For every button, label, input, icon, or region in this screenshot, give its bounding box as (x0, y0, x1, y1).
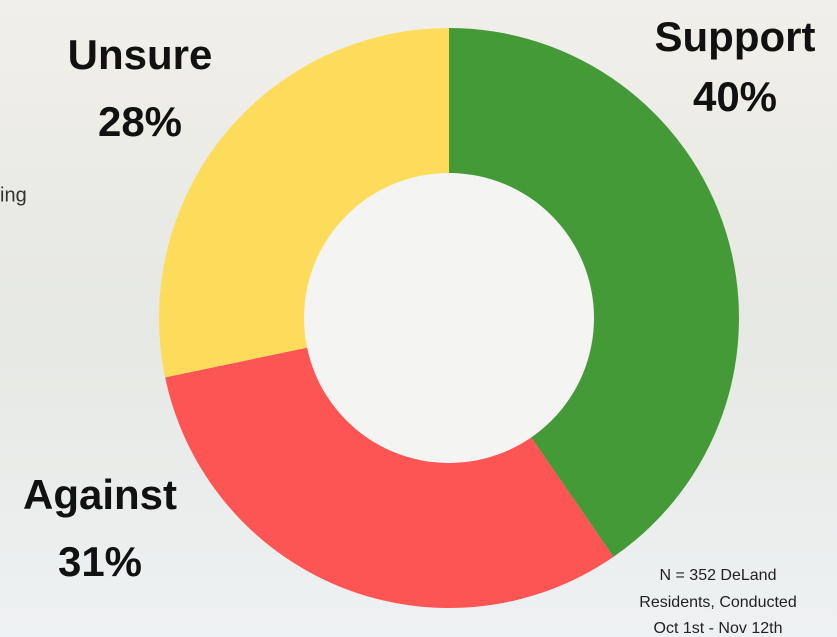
category-label: Unsure (68, 31, 213, 78)
category-label: Support (655, 13, 816, 60)
slice (449, 28, 739, 557)
value-label: 28% (98, 98, 182, 145)
slice (165, 318, 614, 608)
note: Oct 1st - Nov 12th (654, 620, 783, 637)
note: Residents, Conducted (639, 594, 796, 611)
note: N = 352 DeLand (660, 567, 777, 584)
value-label: 31% (58, 538, 142, 585)
category-label: Against (23, 471, 177, 518)
donut-hole (304, 173, 594, 463)
background-text: ing (0, 184, 27, 206)
value-label: 40% (693, 73, 777, 120)
